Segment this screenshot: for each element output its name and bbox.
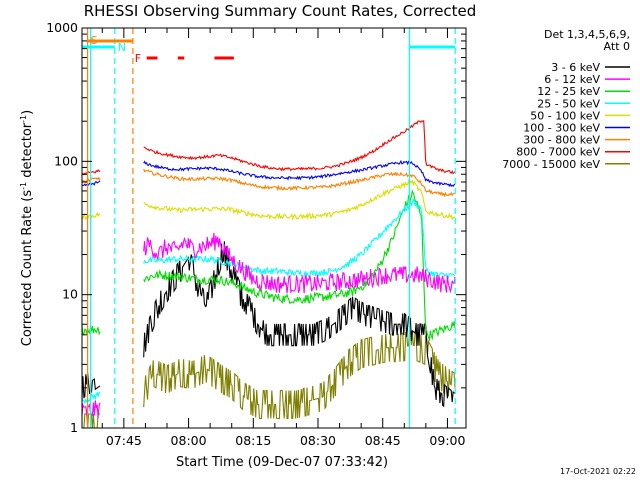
chart-title: RHESSI Observing Summary Count Rates, Co… xyxy=(84,2,477,20)
x-tick-label: 08:15 xyxy=(235,433,271,448)
night-flag-label: N xyxy=(118,41,126,54)
legend-header-attenuator: Att 0 xyxy=(604,40,630,53)
legend-label: 25 - 50 keV xyxy=(537,97,600,110)
footer-timestamp: 17-Oct-2021 02:22 xyxy=(560,467,636,476)
series-line-1 xyxy=(82,241,456,408)
legend-label: 50 - 100 keV xyxy=(530,109,600,122)
y-axis-label: Corrected Count Rate (s-1 detector-1) xyxy=(19,110,35,346)
y-tick-label: 1000 xyxy=(46,20,78,35)
x-tick-label: 09:00 xyxy=(429,433,465,448)
series-line-8 xyxy=(82,119,456,176)
legend-label: 3 - 6 keV xyxy=(551,61,600,74)
series-layer xyxy=(82,119,456,428)
y-tick-label: 10 xyxy=(62,287,78,302)
flag-layer: S NF xyxy=(82,34,456,65)
legend-label: 12 - 25 keV xyxy=(537,85,600,98)
y-tick-label: 100 xyxy=(54,153,78,168)
axes-layer: 1 10 100 1000 07:45 08:00 08:15 08:30 08:45 09:00 xyxy=(46,20,467,448)
legend-header-detectors: Det 1,3,4,5,6,9, xyxy=(544,28,630,41)
legend-label: 100 - 300 keV xyxy=(523,122,600,135)
series-line-7 xyxy=(82,168,456,198)
marker-layer xyxy=(87,28,456,428)
x-tick-label: 08:00 xyxy=(171,433,207,448)
legend-label: 800 - 7000 keV xyxy=(516,146,600,159)
x-axis-label: Start Time (09-Dec-07 07:33:42) xyxy=(176,455,388,470)
y-tick-label: 1 xyxy=(70,420,78,435)
legend-label: 6 - 12 keV xyxy=(544,73,600,86)
legend-label: 300 - 800 keV xyxy=(523,134,600,147)
flare-flag-label: F xyxy=(135,52,141,65)
series-line-6 xyxy=(82,159,456,188)
x-tick-label: 08:45 xyxy=(365,433,401,448)
saa-flag-label: S xyxy=(91,34,98,47)
x-tick-label: 07:45 xyxy=(106,433,142,448)
series-line-2 xyxy=(82,232,456,418)
legend-label: 7000 - 15000 keV xyxy=(502,158,600,171)
series-line-4 xyxy=(82,197,456,405)
plot-frame xyxy=(81,27,467,429)
x-tick-label: 08:30 xyxy=(300,433,336,448)
